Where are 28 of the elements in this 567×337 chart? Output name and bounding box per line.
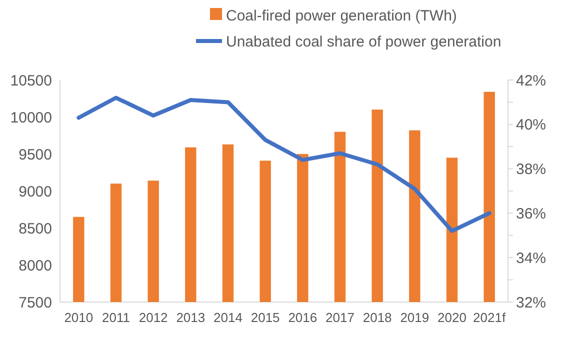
- line-series: [76, 96, 492, 233]
- x-tick-label: 2015: [250, 310, 280, 325]
- y-tick-label: 10500: [10, 72, 52, 90]
- y2-tick-label: 42%: [516, 72, 546, 90]
- y-tick-label: 9500: [18, 146, 52, 164]
- x-tick-label: 2011: [102, 310, 130, 325]
- x-tick-label: 2017: [326, 310, 354, 325]
- y-tick-label: 8000: [18, 257, 52, 274]
- y2-tick-label: 34%: [516, 250, 546, 267]
- legend-label: Coal-fired power generation (TWh): [226, 7, 457, 24]
- x-tick-label: 2018: [362, 310, 392, 325]
- y2-tick-label: 32%: [516, 294, 546, 312]
- x-tick-label: 2021f: [473, 310, 506, 325]
- x-tick-label: 2010: [64, 310, 94, 325]
- x-tick-label: 2020: [438, 310, 466, 325]
- y2-tick-label: 36%: [516, 205, 546, 222]
- x-tick-label: 2019: [400, 310, 430, 325]
- y-tick-label: 10000: [10, 109, 52, 126]
- y-tick-label: 8500: [18, 220, 52, 238]
- x-tick-label: 2013: [176, 310, 206, 325]
- y-tick-label: 7500: [18, 294, 52, 312]
- legend-label: Unabated coal share of power generation: [226, 33, 502, 50]
- x-tick-label: 2016: [288, 310, 318, 325]
- x-tick-label: 2012: [138, 310, 168, 325]
- y-tick-label: 9000: [18, 183, 52, 200]
- y2-tick-label: 40%: [516, 116, 546, 134]
- x-tick-label: 2014: [214, 310, 242, 325]
- y2-tick-label: 38%: [516, 161, 546, 178]
